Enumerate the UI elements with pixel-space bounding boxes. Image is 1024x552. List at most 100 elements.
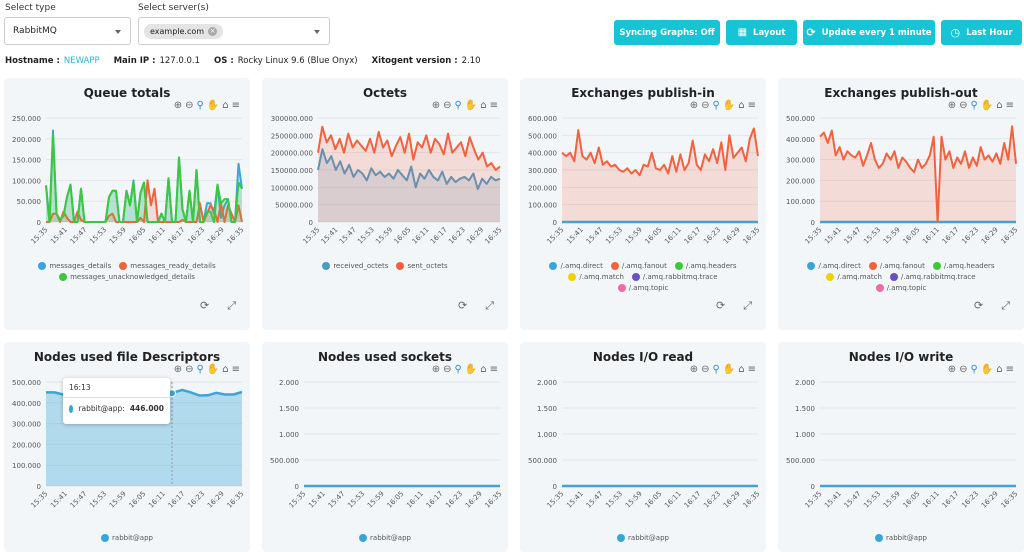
- legend-item[interactable]: /.amq.fanout: [868, 262, 925, 270]
- zoom-out-icon[interactable]: ⊖: [701, 364, 710, 375]
- time-range-button[interactable]: ◷ Last Hour: [941, 20, 1022, 45]
- legend-item[interactable]: /.amq.match: [826, 273, 882, 281]
- zoom-in-icon[interactable]: ⊕: [173, 364, 183, 375]
- zoom-in-icon[interactable]: ⊕: [947, 100, 957, 111]
- legend-item[interactable]: messages_details: [38, 262, 111, 270]
- pan-hand-icon[interactable]: ✋: [464, 100, 478, 111]
- zoom-select-icon[interactable]: ⚲: [712, 100, 720, 111]
- zoom-in-icon[interactable]: ⊕: [689, 100, 699, 111]
- home-reset-icon[interactable]: ⌂: [480, 364, 487, 375]
- legend-item[interactable]: /.amq.headers: [674, 262, 737, 270]
- zoom-out-icon[interactable]: ⊖: [443, 100, 452, 111]
- legend-item[interactable]: /.amq.direct: [807, 262, 861, 270]
- zoom-out-icon[interactable]: ⊖: [959, 100, 968, 111]
- x-tick-label: 15:59: [882, 490, 902, 510]
- refresh-icon[interactable]: ⟳: [973, 299, 984, 312]
- legend-label: /.amq.rabbitmq.trace: [900, 273, 976, 281]
- expand-icon[interactable]: ⤢: [1001, 299, 1010, 312]
- menu-icon[interactable]: ≡: [747, 364, 756, 375]
- menu-icon[interactable]: ≡: [1005, 100, 1014, 111]
- zoom-out-icon[interactable]: ⊖: [959, 364, 968, 375]
- legend-item[interactable]: /.amq.topic: [617, 284, 668, 292]
- zoom-select-icon[interactable]: ⚲: [196, 364, 204, 375]
- x-tick-label: 16:23: [186, 490, 206, 510]
- legend-item[interactable]: /.amq.rabbitmq.trace: [889, 273, 976, 281]
- refresh-icon[interactable]: ⟳: [715, 299, 726, 312]
- pan-hand-icon[interactable]: ✋: [464, 364, 478, 375]
- pan-hand-icon[interactable]: ✋: [980, 364, 994, 375]
- home-reset-icon[interactable]: ⌂: [738, 364, 745, 375]
- version-label: Xitogent version :: [371, 56, 458, 66]
- zoom-in-icon[interactable]: ⊕: [947, 364, 957, 375]
- y-tick-label: 100.000: [528, 202, 557, 210]
- zoom-in-icon[interactable]: ⊕: [431, 364, 441, 375]
- expand-icon[interactable]: ⤢: [485, 299, 494, 312]
- zoom-select-icon[interactable]: ⚲: [712, 364, 720, 375]
- legend-item[interactable]: rabbit@app: [359, 534, 411, 542]
- expand-icon[interactable]: ⤢: [743, 299, 752, 312]
- zoom-in-icon[interactable]: ⊕: [689, 364, 699, 375]
- zoom-in-icon[interactable]: ⊕: [173, 100, 183, 111]
- expand-icon[interactable]: ⤢: [227, 299, 236, 312]
- pan-hand-icon[interactable]: ✋: [722, 100, 736, 111]
- menu-icon[interactable]: ≡: [231, 100, 240, 111]
- pan-hand-icon[interactable]: ✋: [980, 100, 994, 111]
- zoom-out-icon[interactable]: ⊖: [185, 364, 194, 375]
- zoom-select-icon[interactable]: ⚲: [196, 100, 204, 111]
- zoom-select-icon[interactable]: ⚲: [970, 364, 978, 375]
- menu-icon[interactable]: ≡: [231, 364, 240, 375]
- legend-item[interactable]: rabbit@app: [875, 534, 927, 542]
- zoom-out-icon[interactable]: ⊖: [701, 100, 710, 111]
- legend-item[interactable]: /.amq.topic: [875, 284, 926, 292]
- home-reset-icon[interactable]: ⌂: [222, 364, 229, 375]
- zoom-select-icon[interactable]: ⚲: [970, 100, 978, 111]
- update-interval-button[interactable]: ⟳ Update every 1 minute: [803, 20, 935, 45]
- legend-item[interactable]: messages_ready_details: [119, 262, 216, 270]
- server-select[interactable]: example.com ×: [138, 17, 330, 45]
- x-tick-label: 15:35: [287, 490, 307, 510]
- pan-hand-icon[interactable]: ✋: [206, 364, 220, 375]
- menu-icon[interactable]: ≡: [489, 100, 498, 111]
- card-footer: ⟳ ⤢: [974, 299, 1010, 313]
- x-tick-label: 16:05: [127, 226, 147, 246]
- menu-icon[interactable]: ≡: [489, 364, 498, 375]
- chevron-down-icon: [115, 30, 121, 34]
- pan-hand-icon[interactable]: ✋: [206, 100, 220, 111]
- x-tick-label: 15:53: [88, 226, 108, 246]
- type-label: Select type: [5, 3, 56, 13]
- home-reset-icon[interactable]: ⌂: [480, 100, 487, 111]
- legend-item[interactable]: messages_unacknowledged_details: [59, 273, 195, 281]
- refresh-icon[interactable]: ⟳: [457, 299, 468, 312]
- legend-item[interactable]: sent_octets: [396, 262, 448, 270]
- home-reset-icon[interactable]: ⌂: [738, 100, 745, 111]
- zoom-out-icon[interactable]: ⊖: [443, 364, 452, 375]
- y-tick-label: 100.000: [12, 177, 41, 185]
- pan-hand-icon[interactable]: ✋: [722, 364, 736, 375]
- legend-item[interactable]: /.amq.match: [568, 273, 624, 281]
- y-tick-label: 500.000: [270, 457, 299, 465]
- menu-icon[interactable]: ≡: [747, 100, 756, 111]
- zoom-out-icon[interactable]: ⊖: [185, 100, 194, 111]
- legend-item[interactable]: /.amq.direct: [549, 262, 603, 270]
- type-select[interactable]: RabbitMQ: [4, 17, 131, 45]
- legend-item[interactable]: rabbit@app: [101, 534, 153, 542]
- remove-chip-icon[interactable]: ×: [208, 26, 218, 36]
- zoom-in-icon[interactable]: ⊕: [431, 100, 441, 111]
- home-reset-icon[interactable]: ⌂: [222, 100, 229, 111]
- y-tick-label: 0: [37, 219, 41, 227]
- menu-icon[interactable]: ≡: [1005, 364, 1014, 375]
- home-reset-icon[interactable]: ⌂: [996, 100, 1003, 111]
- home-reset-icon[interactable]: ⌂: [996, 364, 1003, 375]
- sync-graphs-button[interactable]: Syncing Graphs: Off: [614, 20, 720, 45]
- legend-item[interactable]: received_octets: [322, 262, 388, 270]
- chart-card-queue-totals: Queue totals ⊕ ⊖ ⚲ ✋ ⌂ ≡ 0 50.000 100.000 150.0…: [4, 78, 250, 330]
- layout-button[interactable]: ▦ Layout: [726, 20, 797, 45]
- legend-item[interactable]: /.amq.rabbitmq.trace: [631, 273, 718, 281]
- zoom-select-icon[interactable]: ⚲: [454, 364, 462, 375]
- legend-item[interactable]: /.amq.headers: [932, 262, 995, 270]
- legend-item[interactable]: rabbit@app: [617, 534, 669, 542]
- refresh-icon[interactable]: ⟳: [199, 299, 210, 312]
- zoom-select-icon[interactable]: ⚲: [454, 100, 462, 111]
- legend-item[interactable]: /.amq.fanout: [610, 262, 667, 270]
